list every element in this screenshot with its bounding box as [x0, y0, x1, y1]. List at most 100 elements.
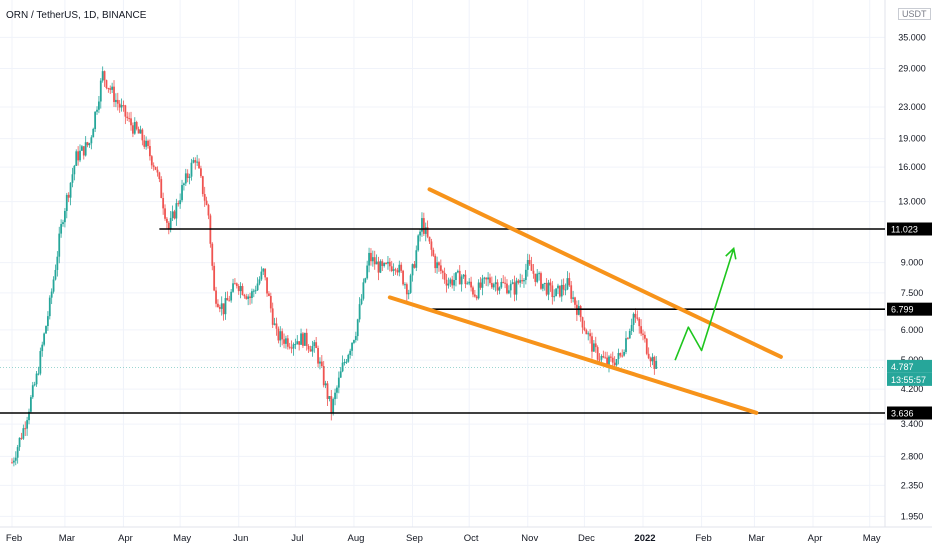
candle-up — [345, 361, 348, 363]
candle-down — [315, 342, 318, 349]
candle-up — [398, 264, 401, 273]
candle-up — [523, 280, 525, 282]
candle-up — [251, 291, 253, 298]
candle-up — [12, 460, 15, 463]
candle-up — [366, 265, 369, 279]
time-tick-label: Feb — [6, 533, 22, 544]
candle-down — [489, 277, 491, 283]
candle-up — [468, 281, 471, 284]
candle-up — [37, 373, 40, 375]
candle-up — [572, 297, 574, 299]
candle-up — [31, 385, 34, 398]
time-tick-label: May — [173, 533, 191, 544]
candle-down — [147, 140, 149, 147]
candle-down — [141, 129, 144, 141]
candle-down — [82, 146, 85, 156]
candle-up — [632, 313, 635, 325]
candle-up — [655, 360, 658, 369]
candle-up — [273, 323, 276, 325]
candle-up — [617, 352, 620, 360]
candle-down — [388, 261, 391, 267]
candle-up — [347, 354, 350, 362]
candle-up — [564, 289, 567, 291]
candle-down — [634, 313, 637, 318]
candle-down — [579, 306, 582, 318]
candle-down — [521, 280, 523, 282]
candle-down — [150, 156, 153, 166]
candle-up — [328, 396, 331, 399]
candle-down — [307, 345, 310, 350]
candle-down — [207, 204, 210, 216]
candle-down — [470, 281, 472, 288]
candle-down — [642, 333, 644, 335]
candle-down — [394, 269, 397, 271]
candle-up — [84, 142, 87, 156]
candle-down — [107, 87, 110, 89]
candle-up — [477, 282, 480, 299]
time-tick-label: May — [863, 533, 881, 544]
candle-down — [513, 282, 516, 295]
candle-down — [116, 99, 119, 104]
candle-down — [143, 140, 146, 147]
price-tick-label: 29.000 — [898, 64, 926, 74]
candle-up — [407, 292, 410, 295]
price-tick-label: 6.000 — [901, 325, 924, 335]
candle-up — [337, 377, 340, 388]
currency-unit-label[interactable]: USDT — [898, 8, 931, 20]
candle-up — [364, 278, 367, 283]
candle-down — [458, 270, 461, 285]
candle-down — [271, 308, 274, 325]
candle-down — [649, 358, 652, 362]
candle-up — [371, 257, 374, 262]
time-tick-label: Jun — [233, 533, 248, 544]
candle-up — [368, 252, 370, 266]
candle-down — [281, 331, 284, 340]
candle-up — [358, 304, 361, 320]
candle-down — [245, 296, 248, 299]
candle-down — [162, 198, 165, 209]
time-tick-label: Aug — [347, 533, 364, 544]
candle-up — [184, 173, 187, 184]
candle-down — [302, 333, 304, 346]
candle-down — [606, 357, 609, 366]
candle-up — [538, 273, 540, 275]
candle-down — [317, 348, 319, 364]
candle-down — [11, 462, 13, 464]
candle-down — [441, 270, 444, 273]
price-tick-label: 9.000 — [901, 258, 924, 268]
candle-down — [574, 297, 576, 305]
candle-down — [422, 218, 425, 234]
time-tick-label: Mar — [748, 533, 764, 544]
time-tick-label: Mar — [59, 533, 75, 544]
candle-up — [566, 278, 569, 290]
candle-up — [71, 174, 74, 183]
candle-down — [228, 300, 231, 302]
candle-down — [128, 118, 131, 120]
candle-down — [149, 146, 151, 157]
candle-down — [320, 361, 323, 366]
wedge-upper-trendline[interactable] — [427, 187, 783, 359]
projection-path[interactable] — [674, 248, 735, 361]
price-label-box — [887, 359, 932, 373]
candle-down — [264, 268, 267, 278]
candle-down — [594, 343, 597, 348]
candle-down — [109, 88, 112, 90]
candle-down — [530, 264, 533, 271]
wedge-lower-trendline[interactable] — [387, 295, 759, 415]
candle-down — [591, 336, 593, 352]
candle-up — [258, 279, 261, 284]
price-tick-label: 1.950 — [901, 511, 924, 521]
candle-down — [413, 264, 416, 268]
price-tick-label: 2.800 — [901, 451, 924, 461]
candle-up — [16, 447, 19, 458]
candle-up — [58, 233, 61, 257]
candle-down — [186, 173, 189, 179]
candle-down — [390, 266, 393, 271]
candle-down — [558, 285, 561, 297]
candle-down — [609, 356, 612, 358]
candle-up — [409, 275, 412, 293]
candle-up — [419, 231, 421, 236]
candle-up — [88, 143, 91, 146]
candle-down — [124, 105, 127, 117]
